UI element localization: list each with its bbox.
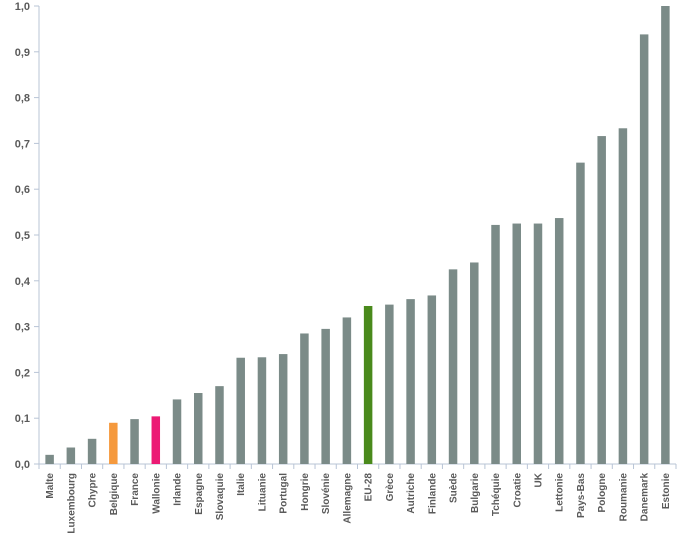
- x-tick-label: France: [130, 473, 141, 506]
- x-tick-label: Belgique: [109, 473, 120, 516]
- x-tick-label: Luxembourg: [66, 473, 77, 534]
- bar-portugal: [278, 354, 288, 464]
- bar-allemagne: [342, 317, 352, 464]
- bar-su-de: [448, 269, 458, 464]
- x-tick-label: Pologne: [597, 473, 608, 513]
- category-labels: Malte Luxembourg Chypre Belgique France Wallo…: [45, 472, 672, 533]
- x-tick-label: Lituanie: [257, 473, 268, 512]
- bar-estonie: [661, 6, 670, 464]
- x-tick-label: Bulgarie: [470, 473, 481, 513]
- x-tick-label: Estonie: [661, 473, 672, 510]
- x-tick-label: Hongrie: [300, 473, 311, 511]
- y-tick-label: 0,1: [15, 413, 30, 425]
- x-tick-label: Espagne: [194, 473, 205, 515]
- y-tick-label: 0,8: [15, 93, 30, 105]
- bar-lituanie: [257, 357, 267, 464]
- bar-finlande: [427, 295, 437, 464]
- y-tick-label: 0,6: [15, 184, 30, 196]
- x-axis: [38, 463, 677, 469]
- x-tick-label: Allemagne: [342, 473, 353, 524]
- bar-gr-ce: [385, 304, 394, 464]
- x-tick-label: Pays-Bas: [576, 473, 587, 518]
- bar-roumanie: [618, 128, 628, 464]
- bar-danemark: [639, 34, 649, 465]
- x-tick-label: Chypre: [88, 473, 99, 508]
- bar-wallonie: [151, 416, 161, 464]
- x-tick-label: EU-28: [364, 473, 375, 502]
- y-tick-label: 0,7: [15, 138, 30, 150]
- x-tick-label: Croatie: [512, 473, 523, 508]
- bar-irlande: [172, 399, 182, 464]
- x-tick-label: Roumanie: [618, 473, 629, 522]
- bar-france: [130, 419, 139, 464]
- bar-pologne: [597, 136, 606, 464]
- bar-bulgarie: [470, 262, 479, 464]
- x-tick-label: Portugal: [279, 473, 290, 514]
- y-axis: 0,0 0,1 0,2 0,3 0,4 0,5 0,6 0,7 0,8 0,9 1,0: [15, 1, 40, 471]
- bar-hongrie: [300, 333, 309, 464]
- x-tick-label: Grèce: [385, 473, 396, 502]
- bar-eu-28: [363, 305, 373, 464]
- bar-belgique: [109, 422, 118, 464]
- bar-malte: [45, 454, 54, 464]
- y-tick-label: 1,0: [15, 1, 30, 13]
- y-tick-label: 0,0: [15, 459, 30, 471]
- y-tick-label: 0,3: [15, 322, 30, 334]
- x-tick-label: UK: [533, 472, 544, 487]
- bar-chypre: [87, 438, 97, 464]
- x-tick-label: Tchéquie: [491, 473, 502, 517]
- x-tick-label: Slovénie: [321, 473, 332, 515]
- bar-pays-bas: [576, 162, 585, 465]
- y-tick-label: 0,9: [15, 47, 30, 59]
- x-tick-label: Suède: [449, 473, 460, 503]
- bar-italie: [236, 357, 245, 464]
- bar-slov-nie: [321, 328, 330, 464]
- x-tick-label: Autriche: [406, 473, 417, 514]
- x-tick-label: Wallonie: [151, 473, 162, 514]
- bar-espagne: [194, 393, 203, 464]
- bar-uk: [533, 223, 543, 464]
- bar-slovaquie: [215, 386, 224, 464]
- x-tick-label: Malte: [45, 473, 56, 499]
- x-tick-label: Irlande: [173, 473, 184, 506]
- y-tick-label: 0,2: [15, 367, 30, 379]
- bar-autriche: [406, 299, 415, 464]
- y-tick-label: 0,5: [15, 230, 30, 242]
- x-tick-label: Finlande: [427, 473, 438, 515]
- bar-luxembourg: [66, 447, 76, 464]
- bars: [45, 6, 670, 465]
- bar-lettonie: [554, 218, 564, 464]
- y-tick-label: 0,4: [15, 276, 31, 288]
- bar-tch-quie: [491, 224, 500, 464]
- x-tick-label: Danemark: [640, 473, 651, 522]
- x-tick-label: Lettonie: [555, 473, 566, 512]
- x-tick-label: Slovaquie: [215, 473, 226, 521]
- bar-croatie: [512, 223, 521, 464]
- x-tick-label: Italie: [236, 473, 247, 496]
